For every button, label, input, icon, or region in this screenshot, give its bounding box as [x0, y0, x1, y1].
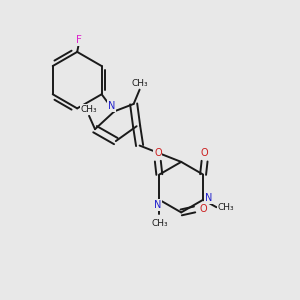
Text: O: O [199, 204, 207, 214]
Text: N: N [108, 101, 116, 111]
Text: F: F [76, 35, 82, 45]
Text: N: N [205, 193, 212, 203]
Text: O: O [154, 148, 162, 158]
Text: CH₃: CH₃ [131, 79, 148, 88]
Text: N: N [154, 200, 161, 210]
Text: O: O [201, 148, 208, 158]
Text: CH₃: CH₃ [151, 219, 168, 228]
Text: CH₃: CH₃ [81, 105, 98, 114]
Text: CH₃: CH₃ [218, 203, 234, 212]
